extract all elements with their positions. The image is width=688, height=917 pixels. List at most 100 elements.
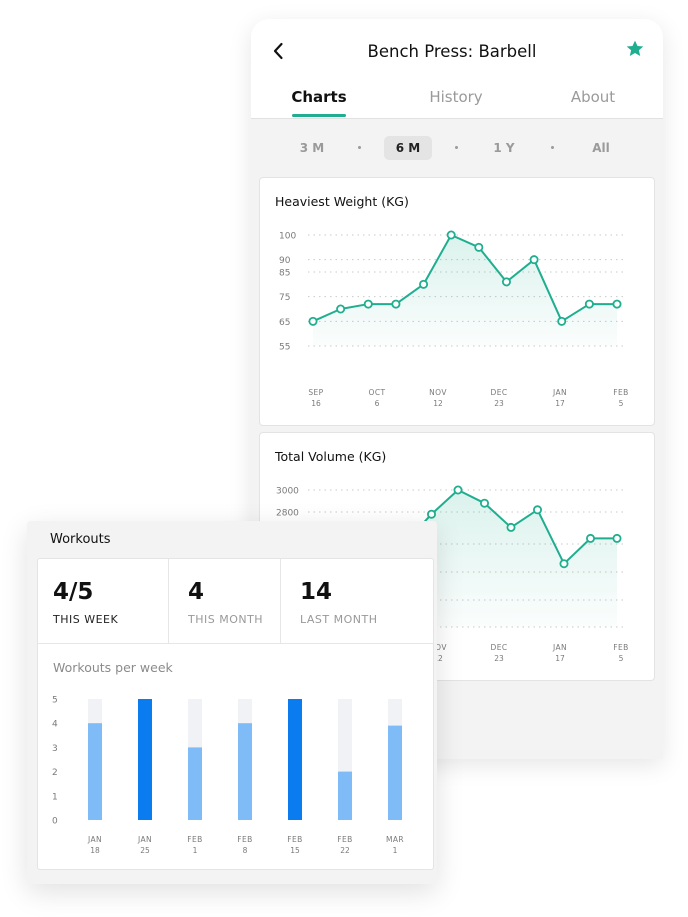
data-point (529, 255, 539, 265)
y-tick-label: 4 (52, 720, 58, 730)
bar (88, 723, 102, 820)
bar (288, 699, 302, 820)
bar (238, 723, 252, 820)
x-tick-label: 6 (375, 399, 380, 408)
series-line (312, 234, 617, 323)
workouts-title: Workouts (50, 532, 111, 547)
x-tick-label: JAN (552, 643, 567, 652)
active-tab-indicator (292, 114, 346, 117)
range-6m[interactable]: 6 M (384, 136, 432, 160)
x-tick-label: 5 (619, 654, 624, 663)
stat-last-month: 14 LAST MONTH (285, 559, 425, 643)
chevron-left-icon[interactable] (267, 39, 291, 63)
x-tick-label: 17 (555, 654, 565, 663)
x-tick-label: MAR (386, 835, 404, 844)
y-tick-label: 100 (279, 232, 296, 242)
x-tick-label: FEB (613, 388, 628, 397)
bar (188, 747, 202, 820)
x-tick-label: JAN (137, 835, 152, 844)
y-tick-label: 75 (279, 293, 290, 303)
tab-charts[interactable]: Charts (291, 88, 347, 106)
divider (38, 643, 433, 644)
stat-this-week: 4/5 THIS WEEK (38, 559, 168, 643)
range-3m[interactable]: 3 M (299, 141, 325, 155)
data-point (336, 304, 346, 314)
data-point (557, 316, 567, 326)
y-tick-label: 55 (279, 343, 290, 353)
y-tick-label: 85 (279, 269, 290, 279)
data-point (391, 299, 401, 309)
data-point (308, 316, 318, 326)
x-tick-label: 16 (311, 399, 321, 408)
data-point (453, 485, 463, 495)
stat-divider (168, 559, 169, 643)
data-point (363, 299, 373, 309)
stat-label: THIS WEEK (53, 613, 119, 626)
y-tick-label: 5 (52, 696, 58, 706)
chart-title: Total Volume (KG) (275, 449, 387, 464)
data-point (479, 498, 489, 508)
range-1y[interactable]: 1 Y (493, 141, 515, 155)
x-tick-label: 23 (494, 399, 504, 408)
bar (138, 699, 152, 820)
data-point (585, 533, 595, 543)
y-tick-label: 3 (52, 744, 58, 754)
series-area (405, 490, 617, 627)
y-tick-label: 0 (52, 817, 58, 827)
x-tick-label: 12 (433, 654, 443, 663)
stat-value: 4/5 (53, 579, 94, 605)
x-tick-label: 23 (494, 654, 504, 663)
y-tick-label: 1 (52, 792, 58, 802)
x-tick-label: 18 (90, 846, 100, 855)
data-point (506, 522, 516, 532)
x-tick-label: FEB (613, 643, 628, 652)
bar (388, 725, 402, 820)
data-point (532, 505, 542, 515)
bar-chart-title: Workouts per week (53, 660, 173, 675)
x-tick-label: JAN (87, 835, 102, 844)
workouts-card: 4/5 THIS WEEK 4 THIS MONTH 14 LAST MONTH… (37, 558, 434, 870)
x-tick-label: OCT (369, 388, 386, 397)
exercise-header: Bench Press: Barbell Charts History Abou… (251, 19, 663, 119)
data-point (612, 533, 622, 543)
x-tick-label: FEB (237, 835, 252, 844)
star-icon[interactable] (625, 39, 645, 59)
x-tick-label: NOV (429, 388, 447, 397)
x-tick-label: FEB (287, 835, 302, 844)
range-selector: 3 M 6 M 1 Y All (251, 136, 663, 164)
y-tick-label: 65 (279, 318, 290, 328)
tab-about[interactable]: About (570, 88, 616, 106)
range-separator (358, 146, 361, 149)
bar (338, 771, 352, 820)
x-tick-label: NOV (429, 643, 447, 652)
stat-value: 4 (188, 579, 205, 605)
x-tick-label: 17 (555, 399, 565, 408)
x-tick-label: 1 (393, 846, 398, 855)
data-point (474, 242, 484, 252)
tab-history[interactable]: History (429, 88, 483, 106)
workouts-panel: Workouts 4/5 THIS WEEK 4 THIS MONTH 14 L… (27, 521, 437, 884)
x-tick-label: 1 (193, 846, 198, 855)
range-separator (455, 146, 458, 149)
data-point (559, 559, 569, 569)
stat-label: THIS MONTH (188, 613, 264, 626)
range-all[interactable]: All (592, 141, 610, 155)
stat-label: LAST MONTH (300, 613, 378, 626)
chart-title: Heaviest Weight (KG) (275, 194, 409, 209)
x-tick-label: 22 (340, 846, 350, 855)
heaviest-weight-card: Heaviest Weight (KG) 100 90 85 75 65 55 SEP 16 O… (259, 177, 655, 426)
stat-divider (280, 559, 281, 643)
y-tick-label: 2800 (276, 509, 299, 519)
stat-value: 14 (300, 579, 333, 605)
x-tick-label: 25 (140, 846, 150, 855)
x-tick-label: SEP (308, 388, 323, 397)
x-tick-label: FEB (337, 835, 352, 844)
x-tick-label: FEB (187, 835, 202, 844)
data-point (419, 279, 429, 289)
x-tick-label: DEC (491, 643, 508, 652)
x-tick-label: 15 (290, 846, 300, 855)
x-tick-label: 12 (433, 399, 443, 408)
y-tick-label: 2 (52, 768, 58, 778)
data-point (501, 277, 511, 287)
y-tick-label: 90 (279, 256, 291, 266)
